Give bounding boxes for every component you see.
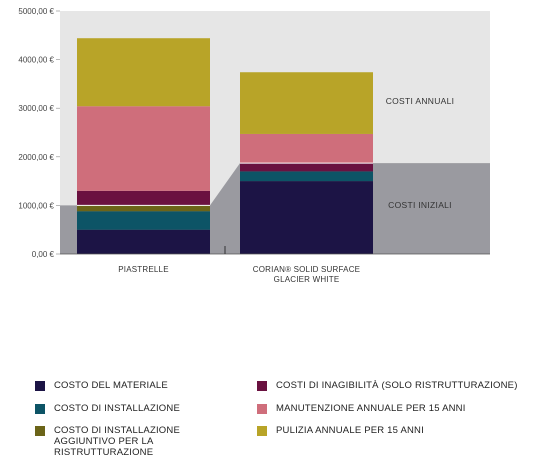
y-tick-label: 1000,00 € [18,201,54,210]
legend-swatch [257,426,267,436]
bar-segment [77,106,210,191]
y-tick-label: 2000,00 € [18,153,54,162]
legend-item-unavailability: COSTI DI INAGIBILITÀ (SOLO RISTRUTTURAZI… [257,380,547,391]
legend-label: PULIZIA ANNUALE PER 15 ANNI [276,425,424,436]
bar-segment [240,181,373,254]
legend-item-extra-installation: COSTO DI INSTALLAZIONE AGGIUNTIVO PER LA… [35,425,207,458]
y-tick-label: 5000,00 € [18,7,54,16]
bar-segment [240,72,373,134]
bar-segment [77,211,210,230]
x-category-label: GLACIER WHITE [274,275,340,284]
legend-swatch [257,404,267,414]
legend-swatch [35,426,45,436]
legend-swatch [35,381,45,391]
legend-item-cleaning: PULIZIA ANNUALE PER 15 ANNI [257,425,547,436]
legend-item-material: COSTO DEL MATERIALE [35,380,245,391]
bar-segment [77,229,210,254]
legend-label: COSTO DEL MATERIALE [54,380,168,391]
bar-segment [240,163,373,172]
initial-costs-label: COSTI INIZIALI [388,200,452,210]
legend-label: COSTO DI INSTALLAZIONE [54,403,180,414]
bar-segment [77,38,210,107]
legend-item-installation: COSTO DI INSTALLAZIONE [35,403,245,414]
bar-segment [77,205,210,212]
bar-segment [240,133,373,164]
x-category-label: PIASTRELLE [118,265,168,274]
bar-segment [240,171,373,182]
legend-label: MANUTENZIONE ANNUALE PER 15 ANNI [276,403,466,414]
annual-costs-label: COSTI ANNUALI [386,96,455,106]
legend-label: COSTI DI INAGIBILITÀ (SOLO RISTRUTTURAZI… [276,380,518,391]
legend-swatch [257,381,267,391]
y-tick-label: 3000,00 € [18,104,54,113]
y-tick-label: 4000,00 € [18,56,54,65]
y-tick-label: 0,00 € [32,250,55,259]
legend-label: COSTO DI INSTALLAZIONE AGGIUNTIVO PER LA… [54,425,180,458]
bar-segment [77,190,210,206]
x-category-label: CORIAN® SOLID SURFACE [253,265,360,274]
legend-item-maintenance: MANUTENZIONE ANNUALE PER 15 ANNI [257,403,547,414]
legend-swatch [35,404,45,414]
